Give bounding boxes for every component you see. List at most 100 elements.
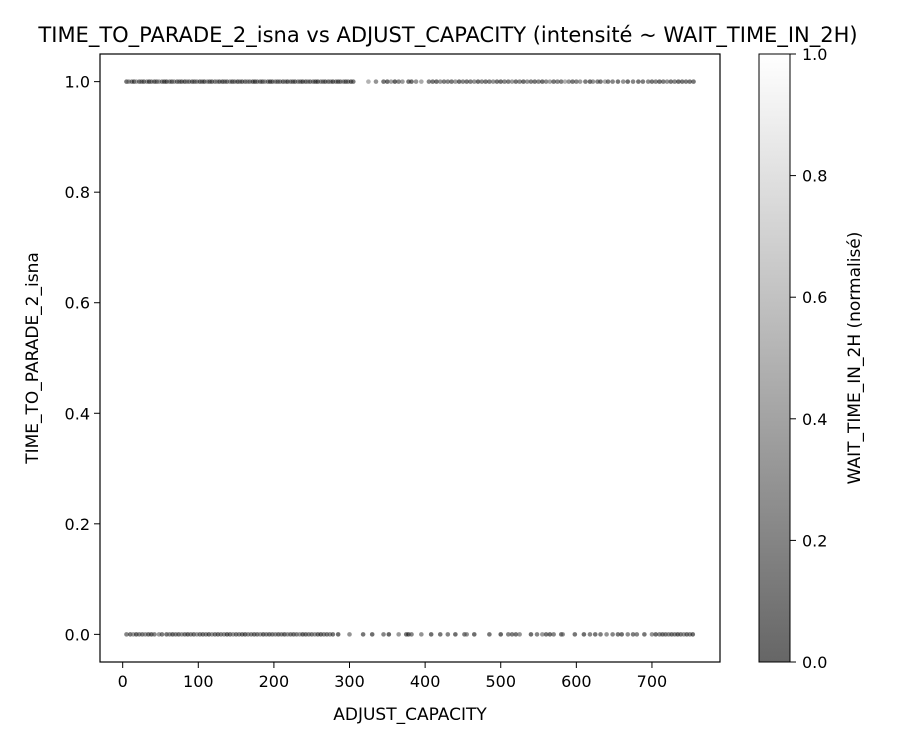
scatter-point xyxy=(577,79,583,84)
scatter-point xyxy=(540,632,545,637)
scatter-point xyxy=(509,632,515,637)
scatter-point xyxy=(409,79,414,84)
colorbar-tick-label: 0.2 xyxy=(802,531,827,550)
scatter-point xyxy=(471,79,477,84)
x-tick-label: 200 xyxy=(259,672,290,691)
scatter-point xyxy=(347,632,352,637)
scatter-point xyxy=(649,79,655,84)
y-axis-ticks: 0.0 0.2 0.4 0.6 0.8 1.0 xyxy=(65,73,100,644)
scatter-point xyxy=(471,632,477,637)
scatter-point xyxy=(555,79,560,84)
scatter-point xyxy=(392,79,398,84)
scatter-point xyxy=(570,79,575,84)
scatter-point xyxy=(373,79,379,84)
y-tick-label: 0.6 xyxy=(65,294,90,313)
scatter-point xyxy=(437,632,443,637)
y-axis-label: TIME_TO_PARADE_2_isna xyxy=(23,252,43,465)
x-tick-label: 100 xyxy=(183,672,214,691)
scatter-point xyxy=(566,79,572,84)
scatter-point xyxy=(610,632,615,637)
scatter-point xyxy=(483,79,488,84)
y-tick-label: 0.4 xyxy=(65,404,90,423)
scatter-point xyxy=(630,79,636,84)
chart-title: TIME_TO_PARADE_2_isna vs ADJUST_CAPACITY… xyxy=(37,23,857,48)
scatter-point xyxy=(583,79,588,84)
scatter-point xyxy=(615,79,621,84)
scatter-point xyxy=(625,79,631,84)
scatter-point xyxy=(551,79,556,84)
scatter-point xyxy=(619,632,625,637)
scatter-point xyxy=(645,79,651,84)
scatter-point xyxy=(528,79,534,84)
scatter-point xyxy=(547,632,553,637)
scatter-point xyxy=(487,632,492,637)
scatter-point xyxy=(642,632,647,637)
scatter-point xyxy=(592,632,598,637)
scatter-point xyxy=(528,632,534,637)
scatter-point xyxy=(509,79,515,84)
scatter-point xyxy=(498,632,504,637)
scatter-point xyxy=(536,79,541,84)
scatter-point xyxy=(513,79,519,84)
colorbar-label: WAIT_TIME_IN_2H (normalisé) xyxy=(845,232,865,485)
scatter-point xyxy=(679,79,685,84)
scatter-point xyxy=(396,79,401,84)
colorbar-ticks: 0.0 0.2 0.4 0.6 0.8 1.0 xyxy=(790,45,827,672)
scatter-point xyxy=(475,79,481,84)
plot-frame xyxy=(99,53,721,663)
scatter-point xyxy=(547,79,553,84)
scatter-point xyxy=(502,79,507,84)
y-tick-label: 0.8 xyxy=(65,183,90,202)
scatter-points xyxy=(124,79,696,637)
scatter-point xyxy=(381,79,386,84)
scatter-point xyxy=(524,79,530,84)
scatter-point xyxy=(587,632,593,637)
scatter-point xyxy=(159,632,165,637)
scatter-point xyxy=(413,79,419,84)
scatter-point xyxy=(590,79,596,84)
scatter-point xyxy=(598,632,603,637)
scatter-point xyxy=(517,632,522,637)
scatter-point xyxy=(615,632,621,637)
scatter-point xyxy=(517,79,522,84)
scatter-point xyxy=(574,79,579,84)
scatter-point xyxy=(434,79,439,84)
scatter-point xyxy=(388,79,394,84)
x-tick-label: 600 xyxy=(561,672,592,691)
scatter-point xyxy=(664,79,670,84)
scatter-point xyxy=(605,79,611,84)
scatter-point xyxy=(513,632,519,637)
scatter-point xyxy=(369,632,375,637)
scatter-point xyxy=(381,632,386,637)
scatter-point xyxy=(672,79,677,84)
scatter-point xyxy=(562,79,568,84)
scatter-point xyxy=(385,79,390,84)
scatter-point xyxy=(634,632,640,637)
scatter-point xyxy=(396,632,401,637)
scatter-point xyxy=(534,632,540,637)
scatter-point xyxy=(468,79,473,84)
scatter-point xyxy=(521,79,526,84)
scatter-point xyxy=(409,632,414,637)
y-tick-label: 0.2 xyxy=(65,515,90,534)
colorbar-tick-label: 0.8 xyxy=(802,167,827,186)
scatter-point xyxy=(676,79,681,84)
scatter-point xyxy=(428,632,434,637)
scatter-point xyxy=(630,632,636,637)
scatter-point xyxy=(479,79,485,84)
x-axis-ticks: 0 100 200 300 400 500 600 700 xyxy=(118,662,667,691)
scatter-point xyxy=(640,79,646,84)
scatter-point xyxy=(598,79,603,84)
scatter-point xyxy=(449,79,454,84)
scatter-point xyxy=(366,79,371,84)
scatter-point xyxy=(464,79,470,84)
scatter-point xyxy=(532,79,538,84)
scatter-point xyxy=(668,79,674,84)
colorbar-tick-label: 0.6 xyxy=(802,288,827,307)
scatter-point xyxy=(560,632,566,637)
scatter-point xyxy=(152,632,157,637)
scatter-point xyxy=(620,79,626,84)
scatter-point xyxy=(610,79,615,84)
scatter-point xyxy=(604,632,609,637)
x-axis-label: ADJUST_CAPACITY xyxy=(333,705,487,725)
